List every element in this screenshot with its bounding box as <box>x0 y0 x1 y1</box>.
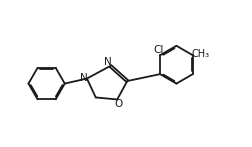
Text: CH₃: CH₃ <box>192 49 210 59</box>
Text: N: N <box>105 57 112 67</box>
Text: Cl: Cl <box>153 45 164 55</box>
Text: O: O <box>114 99 122 109</box>
Text: N: N <box>80 72 88 82</box>
